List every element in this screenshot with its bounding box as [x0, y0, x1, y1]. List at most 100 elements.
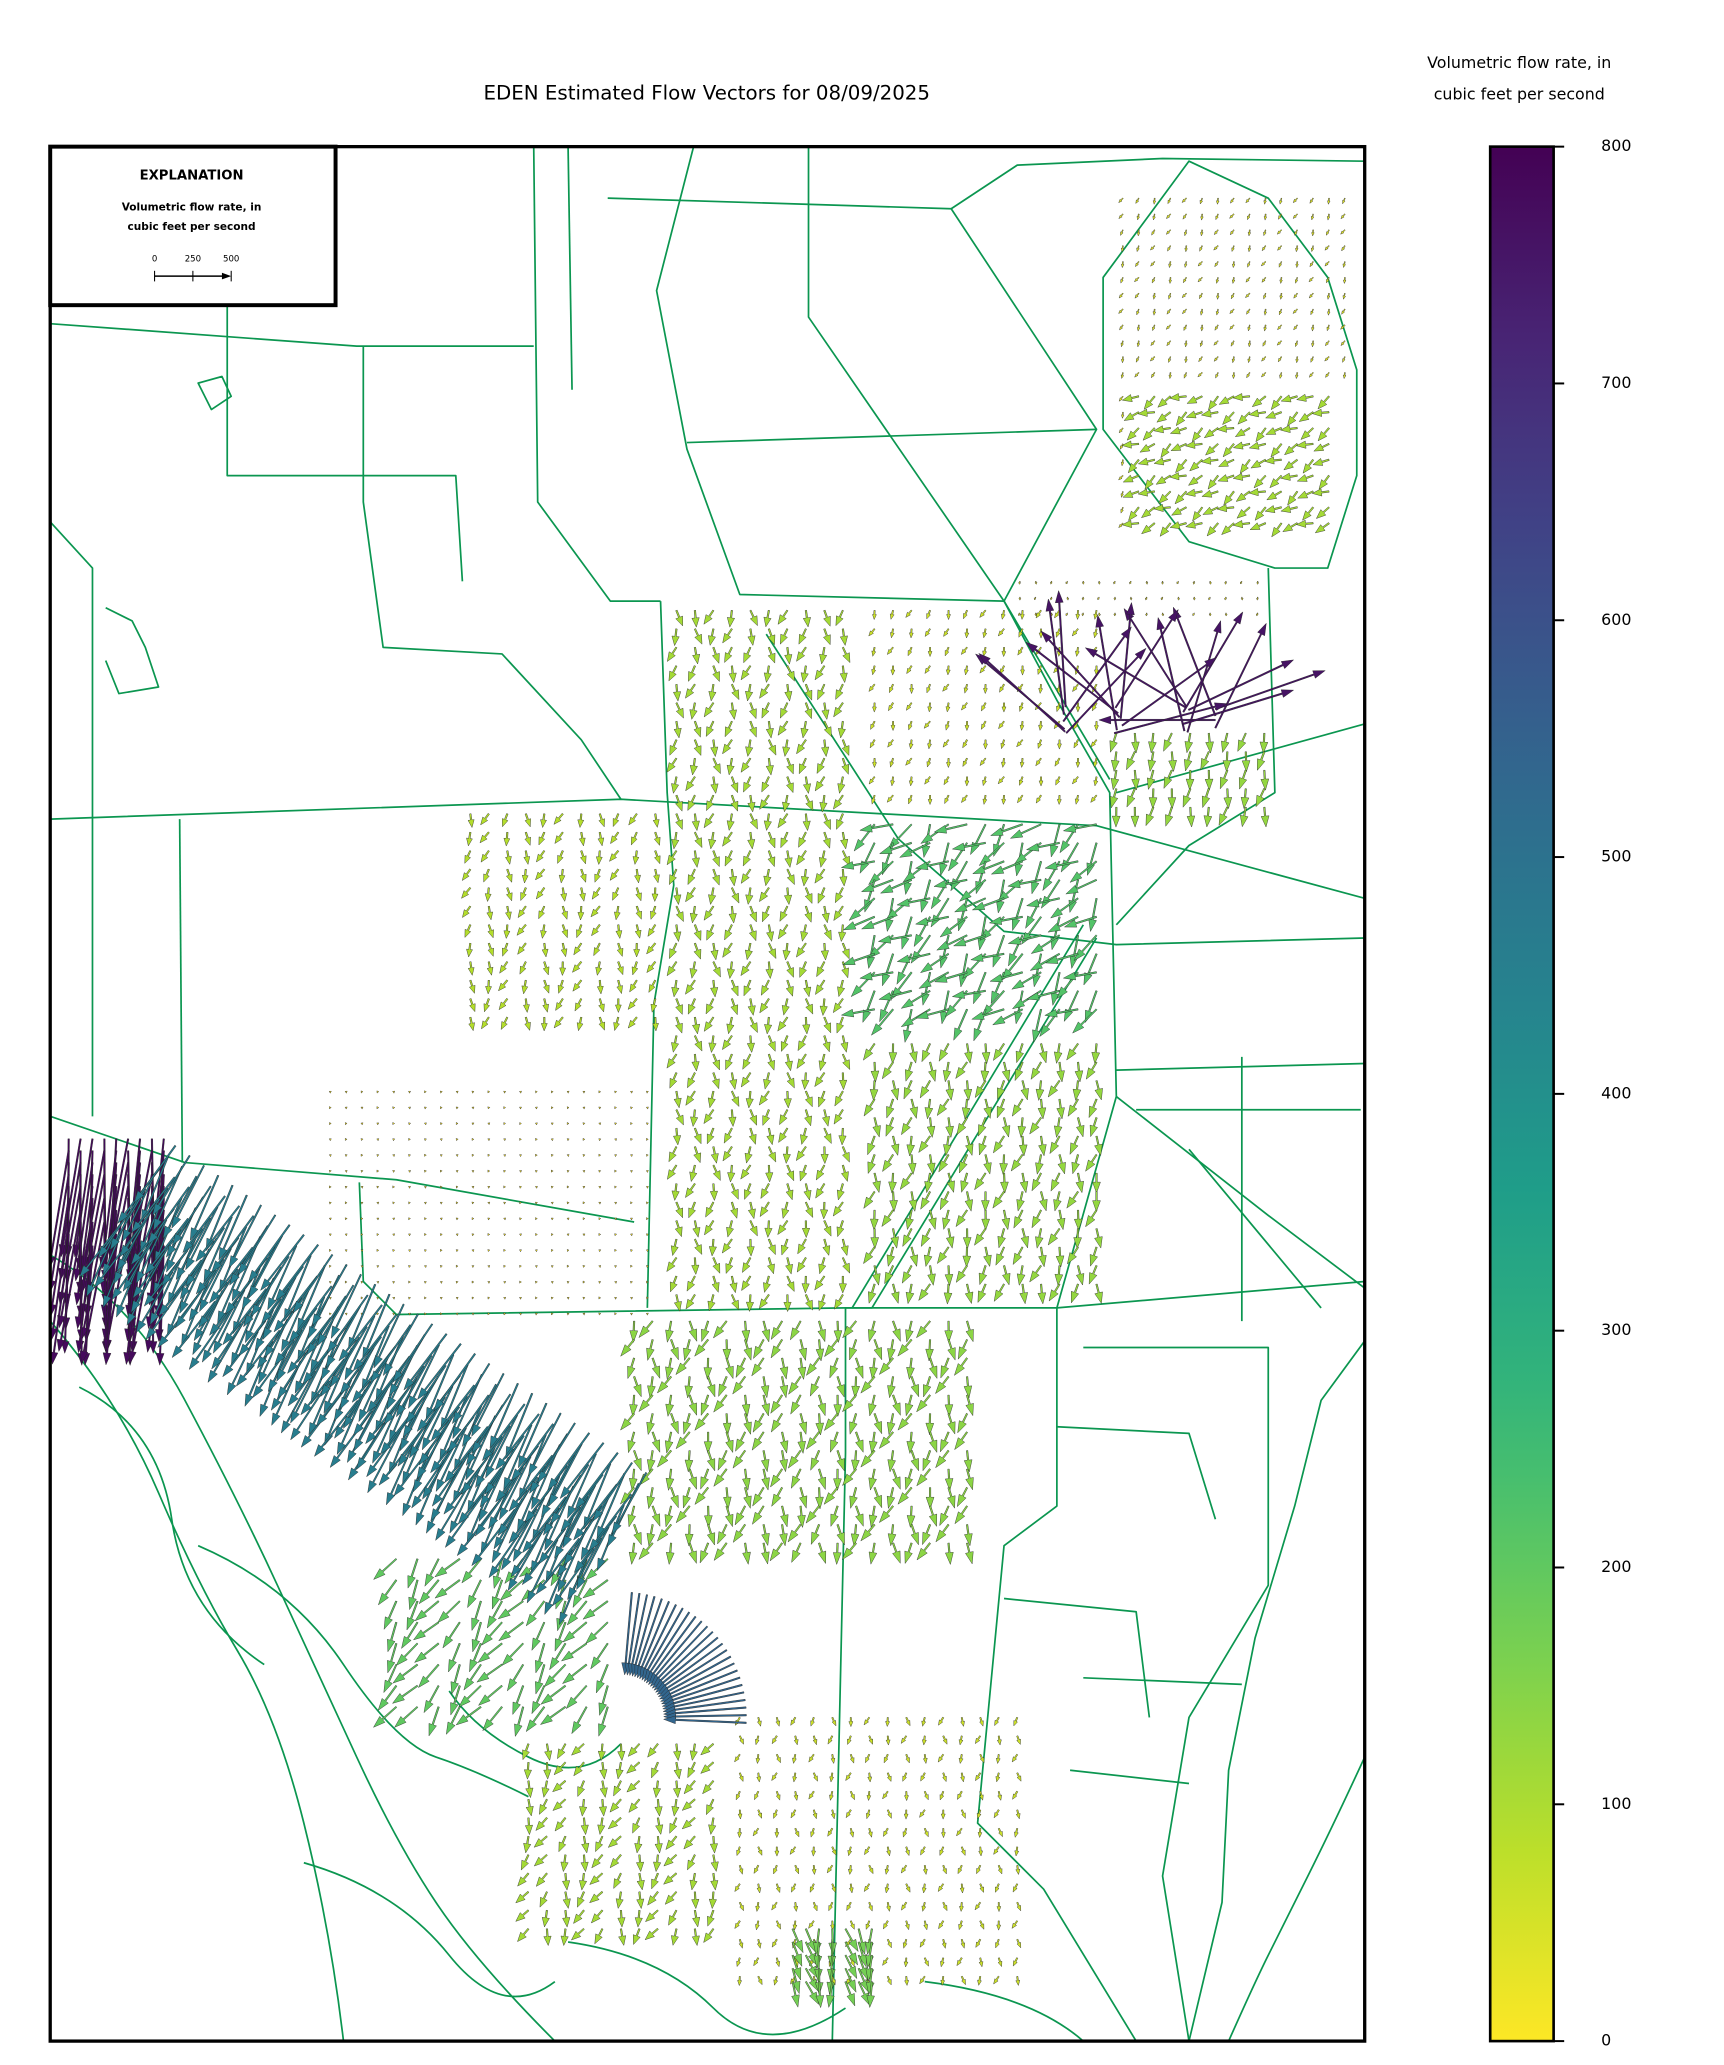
flow-vector	[730, 887, 740, 904]
flow-vector	[800, 1127, 808, 1145]
flow-vector	[866, 1809, 871, 1820]
flow-vector	[618, 1928, 627, 1946]
flow-vector	[651, 1761, 659, 1779]
flow-vector	[250, 1255, 290, 1317]
flow-vector	[897, 1338, 913, 1357]
flow-vector	[366, 1355, 411, 1414]
flow-vector	[885, 1717, 890, 1728]
flow-vector	[929, 1431, 938, 1454]
flow-vector	[514, 1706, 525, 1738]
flow-vector	[855, 1431, 864, 1453]
flow-vector	[886, 1938, 892, 1949]
flow-vector	[1001, 609, 1006, 620]
flow-vector	[691, 1257, 700, 1275]
flow-vector	[730, 979, 739, 997]
flow-vector	[797, 1505, 806, 1529]
flow-vector	[923, 1920, 928, 1931]
flow-vector	[971, 1008, 1005, 1020]
flow-vector	[726, 813, 735, 831]
flow-vector	[475, 1425, 511, 1489]
flow-vector	[489, 1382, 519, 1449]
flow-vector	[344, 1315, 376, 1381]
flow-vector	[645, 1106, 649, 1110]
flow-vector	[1234, 427, 1251, 438]
flow-vector	[802, 1220, 810, 1239]
flow-vector	[376, 1154, 380, 1158]
flow-vector	[320, 1336, 361, 1398]
flow-vector	[761, 776, 770, 793]
flow-vector	[706, 794, 715, 812]
flow-vector	[614, 1217, 617, 1221]
flow-vector	[79, 1245, 106, 1364]
flow-vector	[434, 1557, 461, 1578]
flow-vector	[886, 646, 894, 655]
flow-vector	[748, 924, 757, 942]
flow-vector	[1170, 442, 1187, 451]
flow-vector	[747, 628, 756, 647]
flow-vector	[831, 1716, 837, 1727]
flow-vector	[579, 1872, 588, 1891]
flow-vector	[747, 831, 756, 850]
flow-vector	[1302, 458, 1315, 474]
flow-vector	[1199, 292, 1203, 300]
flow-vector	[328, 1281, 332, 1284]
flow-vector	[927, 739, 932, 750]
flow-vector	[582, 1233, 586, 1237]
flow-vector	[1217, 474, 1235, 482]
flow-vector	[317, 1284, 355, 1347]
flow-vector	[980, 720, 987, 730]
flow-vector	[1327, 197, 1331, 205]
flow-vector	[924, 628, 931, 637]
flow-vector	[1143, 395, 1156, 410]
flow-vector	[542, 998, 549, 1013]
flow-vector	[786, 776, 794, 794]
flow-vector	[833, 1109, 844, 1125]
flow-vector	[481, 1403, 526, 1462]
flow-vector	[903, 1008, 913, 1043]
flow-vector	[58, 1162, 82, 1282]
flow-vector	[872, 1172, 881, 1194]
flow-vector	[777, 609, 789, 625]
flow-vector	[1292, 213, 1299, 219]
flow-vector	[730, 1090, 740, 1108]
flow-vector	[617, 961, 624, 976]
flow-vector	[926, 609, 931, 620]
flow-vector	[396, 1354, 433, 1418]
flow-vector	[886, 1487, 896, 1510]
flow-vector	[1276, 340, 1283, 346]
flow-vector	[458, 1684, 482, 1708]
flow-vector	[766, 924, 775, 942]
flow-vector	[1090, 739, 1098, 748]
flow-vector	[292, 1253, 334, 1314]
flow-vector	[405, 1364, 447, 1425]
flow-vector	[521, 868, 529, 884]
flow-vector	[961, 702, 968, 711]
flow-vector	[1111, 806, 1121, 828]
flow-vector	[487, 1106, 491, 1110]
flow-vector	[1035, 1154, 1044, 1175]
flow-vector	[1033, 596, 1037, 601]
flow-vector	[647, 1891, 659, 1906]
flow-vector	[1189, 458, 1204, 472]
flow-vector	[833, 1320, 843, 1344]
flow-vector	[923, 1376, 932, 1398]
flow-vector	[414, 1600, 440, 1622]
flow-vector	[841, 646, 851, 664]
flow-vector	[535, 1872, 548, 1887]
flow-vector	[158, 1259, 203, 1317]
flow-vector	[682, 1413, 692, 1435]
flow-vector	[665, 1394, 674, 1417]
flow-vector	[528, 1412, 562, 1477]
flow-vector	[1192, 506, 1204, 522]
flow-vector	[771, 1938, 778, 1948]
flow-vector	[477, 1642, 503, 1663]
flow-vector	[730, 1294, 740, 1311]
flow-vector	[1097, 612, 1101, 617]
flow-vector	[534, 1106, 538, 1110]
flow-vector	[734, 1716, 741, 1726]
flow-vector	[945, 1117, 954, 1139]
flow-vector	[480, 850, 490, 863]
flow-vector	[761, 1524, 770, 1547]
flow-vector	[369, 1324, 412, 1384]
flow-vector	[766, 1127, 775, 1146]
